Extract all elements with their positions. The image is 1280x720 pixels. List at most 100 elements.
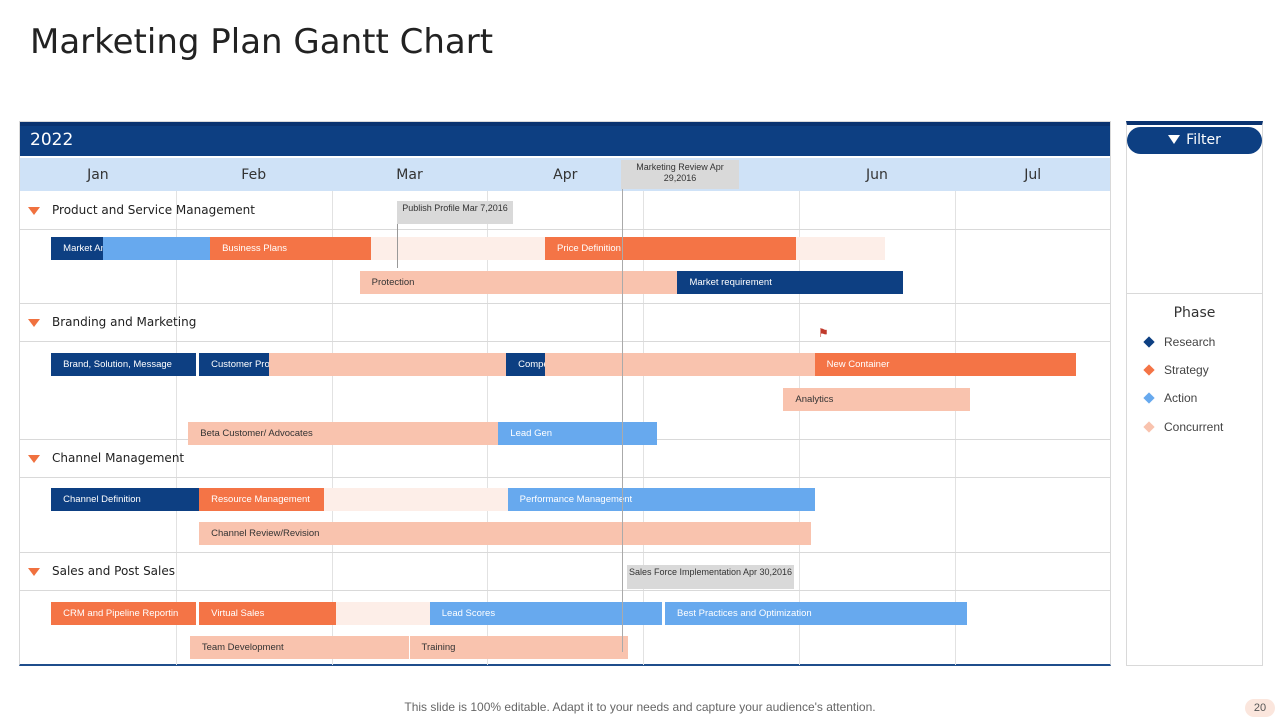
funnel-icon: [1168, 134, 1181, 144]
task-bar-segment[interactable]: [269, 353, 507, 376]
legend-item-concurrent[interactable]: Concurrent: [1143, 420, 1223, 434]
task-label: Customer Profile: [211, 359, 270, 370]
collapse-triangle-icon[interactable]: [28, 318, 40, 327]
task-bar-segment[interactable]: [370, 237, 546, 260]
milestone-pin-line: [397, 222, 398, 268]
diamond-icon: [1143, 336, 1155, 348]
diamond-icon: [1143, 392, 1155, 404]
legend-item-action[interactable]: Action: [1143, 391, 1197, 405]
section-header[interactable]: Branding and Marketing: [28, 315, 196, 329]
task-bar[interactable]: Market requirement: [677, 271, 904, 294]
task-label: Channel Review/Revision: [211, 528, 320, 539]
task-bar[interactable]: Competitor Profile: [506, 353, 546, 376]
task-bar[interactable]: Training: [409, 636, 628, 659]
task-label: Protection: [371, 277, 415, 288]
row-divider: [20, 229, 1110, 230]
milestone-marketing-review[interactable]: Marketing Review Apr 29,2016: [621, 160, 739, 189]
task-bar[interactable]: Beta Customer/ Advocates: [188, 422, 499, 445]
month-label-mar: Mar: [396, 167, 423, 183]
milestone-line: [622, 162, 623, 652]
milestone-sales-force[interactable]: Sales Force Implementation Apr 30,2016: [627, 565, 794, 589]
task-label: Brand, Solution, Message: [63, 359, 172, 370]
task-label: Market requirement: [689, 277, 772, 288]
task-label: Resource Management: [211, 494, 310, 505]
flag-icon: ⚑: [818, 326, 829, 340]
task-label: Virtual Sales: [211, 608, 265, 619]
divider: [1127, 293, 1262, 294]
task-label: Competitor Profile: [518, 359, 545, 370]
legend-item-strategy[interactable]: Strategy: [1143, 363, 1209, 377]
month-label-jan: Jan: [87, 167, 109, 183]
task-label: Channel Definition: [63, 494, 141, 505]
task-bar[interactable]: Market Analysis: [51, 237, 103, 260]
task-bar[interactable]: Protection: [359, 271, 678, 294]
task-bar-segment[interactable]: [795, 237, 885, 260]
section-title: Product and Service Management: [52, 203, 255, 217]
task-label: Performance Management: [519, 494, 633, 505]
task-bar[interactable]: Team Development: [189, 636, 410, 659]
section-header[interactable]: Sales and Post Sales: [28, 564, 175, 578]
task-label: Price Definition: [557, 243, 621, 254]
section-title: Branding and Marketing: [52, 315, 197, 329]
section-header[interactable]: Channel Management: [28, 451, 184, 465]
month-gridline: [799, 191, 800, 665]
section-header[interactable]: Product and Service Management: [28, 203, 255, 217]
collapse-triangle-icon[interactable]: [28, 454, 40, 463]
task-bar-segment[interactable]: [336, 602, 430, 625]
month-gridline: [175, 191, 177, 665]
section-title: Sales and Post Sales: [52, 564, 176, 578]
task-bar[interactable]: Channel Review/Revision: [199, 522, 812, 545]
task-bar[interactable]: Customer Profile: [199, 353, 270, 376]
task-bar[interactable]: Business Plans: [210, 237, 371, 260]
month-label-jul: Jul: [1024, 167, 1042, 183]
task-label: Beta Customer/ Advocates: [200, 428, 313, 439]
task-bar[interactable]: Analytics: [783, 388, 971, 411]
footer-text: This slide is 100% editable. Adapt it to…: [404, 700, 876, 714]
page-title: Marketing Plan Gantt Chart: [30, 22, 494, 62]
row-divider: [20, 477, 1110, 478]
task-label: Lead Gen: [510, 428, 553, 439]
legend-item-research[interactable]: Research: [1143, 335, 1215, 349]
task-bar[interactable]: Virtual Sales: [199, 602, 337, 625]
task-label: CRM and Pipeline Reportin: [63, 608, 179, 619]
month-label-jun: Jun: [865, 167, 888, 183]
month-header-row: JanFebMarAprMayJunJul: [20, 156, 1110, 191]
filter-button[interactable]: Filter: [1127, 127, 1262, 154]
legend-title: Phase: [1173, 305, 1216, 321]
section-divider: [20, 552, 1110, 553]
month-label-apr: Apr: [553, 167, 578, 183]
year-header: 2022: [20, 122, 1110, 156]
task-bar[interactable]: Brand, Solution, Message: [51, 353, 197, 376]
row-divider: [20, 590, 1110, 591]
month-label-feb: Feb: [241, 167, 267, 183]
task-bar[interactable]: New Container: [814, 353, 1077, 376]
diamond-icon: [1143, 364, 1155, 376]
gantt-chart: 2022 JanFebMarAprMayJunJul Product and S…: [19, 121, 1111, 666]
task-bar[interactable]: Price Definition: [545, 237, 796, 260]
collapse-triangle-icon[interactable]: [28, 567, 40, 576]
task-bar[interactable]: Channel Definition: [51, 488, 200, 511]
task-bar-segment[interactable]: [102, 237, 211, 260]
row-divider: [20, 341, 1110, 342]
task-bar-segment[interactable]: [323, 488, 508, 511]
task-label: Team Development: [201, 642, 284, 653]
task-bar[interactable]: CRM and Pipeline Reportin: [51, 602, 197, 625]
task-bar[interactable]: Performance Management: [507, 488, 815, 511]
task-label: Training: [421, 642, 456, 653]
task-label: New Container: [826, 359, 890, 370]
year-label: 2022: [30, 130, 74, 150]
task-bar[interactable]: Lead Gen: [498, 422, 658, 445]
task-label: Business Plans: [222, 243, 288, 254]
month-gridline: [954, 191, 956, 665]
task-label: Best Practices and Optimization: [677, 608, 812, 619]
section-divider: [20, 303, 1110, 304]
milestone-publish-profile[interactable]: Publish Profile Mar 7,2016: [397, 201, 513, 224]
section-title: Channel Management: [52, 451, 185, 465]
filter-panel: Filter Phase Research Strategy Action Co…: [1126, 121, 1263, 666]
task-bar-segment[interactable]: [545, 353, 815, 376]
task-bar[interactable]: Best Practices and Optimization: [665, 602, 968, 625]
collapse-triangle-icon[interactable]: [28, 206, 40, 215]
page-number: 20: [1245, 699, 1275, 717]
task-bar[interactable]: Resource Management: [199, 488, 324, 511]
task-bar[interactable]: Lead Scores: [429, 602, 662, 625]
